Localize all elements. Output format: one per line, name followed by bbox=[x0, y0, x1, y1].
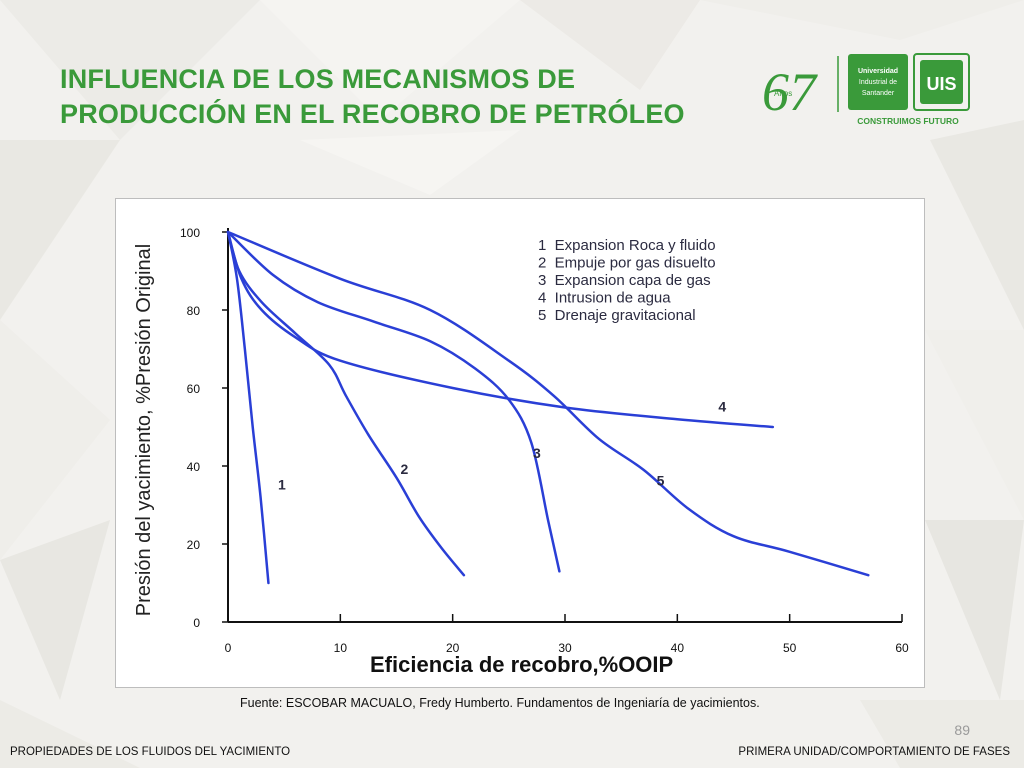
x-tick-label: 10 bbox=[334, 641, 348, 655]
y-tick-label: 100 bbox=[180, 226, 200, 240]
footer-course-name: PROPIEDADES DE LOS FLUIDOS DEL YACIMIENT… bbox=[10, 746, 291, 758]
source-citation: Fuente: ESCOBAR MACUALO, Fredy Humberto.… bbox=[240, 696, 760, 710]
curve-5 bbox=[226, 230, 870, 577]
chart-panel bbox=[115, 198, 925, 688]
curve-label-4: 4 bbox=[718, 398, 726, 414]
curve-label-2: 2 bbox=[400, 461, 408, 477]
x-tick-label: 20 bbox=[446, 641, 460, 655]
anniversary-number: 67 bbox=[762, 62, 818, 122]
curve-label-3: 3 bbox=[533, 445, 541, 461]
y-tick-label: 20 bbox=[187, 538, 201, 552]
logo-slogan: CONSTRUIMOS FUTURO bbox=[857, 116, 959, 126]
chart-curves: 1 2 3 4 5 bbox=[226, 230, 870, 585]
y-axis-label: Presión del yacimiento, %Presión Origina… bbox=[133, 243, 155, 617]
legend-entry: 2 Empuje por gas disuelto bbox=[538, 255, 716, 272]
page-number: 89 bbox=[954, 722, 970, 738]
x-tick-label: 50 bbox=[783, 641, 797, 655]
y-tick-label: 60 bbox=[187, 382, 201, 396]
university-line2: Industrial de bbox=[859, 79, 897, 86]
curve-3 bbox=[226, 230, 561, 573]
y-tick-label: 80 bbox=[187, 304, 201, 318]
y-tick-label: 40 bbox=[187, 460, 201, 474]
legend-entry: 5 Drenaje gravitacional bbox=[538, 307, 696, 324]
curve-1 bbox=[226, 230, 270, 585]
legend-entry: 3 Expansion capa de gas bbox=[538, 272, 711, 289]
x-tick-label: 30 bbox=[558, 641, 572, 655]
uis-monogram: UIS bbox=[926, 74, 956, 94]
x-tick-label: 60 bbox=[895, 641, 909, 655]
x-tick-label: 0 bbox=[225, 641, 232, 655]
footer-unit-name: PRIMERA UNIDAD/COMPORTAMIENTO DE FASES bbox=[738, 746, 1010, 758]
curve-2 bbox=[226, 230, 466, 577]
university-line3: Santander bbox=[862, 90, 895, 97]
curve-label-1: 1 bbox=[278, 476, 286, 492]
university-line1: Universidad bbox=[858, 68, 898, 75]
curve-label-5: 5 bbox=[657, 473, 665, 489]
university-logo: 67 Años Universidad Industrial de Santan… bbox=[762, 53, 970, 126]
curve-4 bbox=[226, 230, 775, 429]
y-tick-label: 0 bbox=[193, 616, 200, 630]
x-tick-label: 40 bbox=[671, 641, 685, 655]
legend-entry: 4 Intrusion de agua bbox=[538, 290, 671, 307]
legend-entry: 1 Expansion Roca y fluido bbox=[538, 237, 716, 254]
slide-title: INFLUENCIA DE LOS MECANISMOS DE PRODUCCI… bbox=[60, 64, 685, 129]
x-axis-label: Eficiencia de recobro,%OOIP bbox=[370, 652, 674, 677]
chart-axes: 0 10 20 30 40 50 60 0 20 40 60 80 100 bbox=[180, 226, 909, 655]
anniversary-word: Años bbox=[774, 89, 792, 98]
